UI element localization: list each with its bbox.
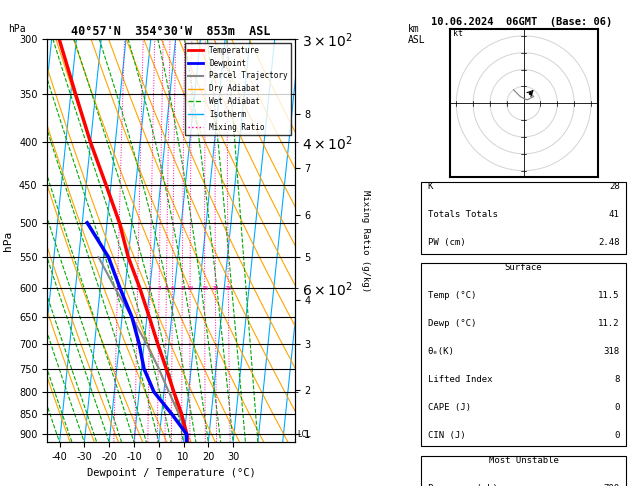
Text: 20: 20 — [211, 286, 219, 291]
Text: 8: 8 — [181, 286, 184, 291]
Text: Pressure (mb): Pressure (mb) — [428, 484, 498, 486]
Text: Temp (°C): Temp (°C) — [428, 291, 476, 300]
Text: 10: 10 — [186, 286, 194, 291]
Text: Most Unstable: Most Unstable — [489, 456, 559, 465]
Text: 15: 15 — [201, 286, 208, 291]
Text: hPa: hPa — [8, 24, 26, 34]
Text: 41: 41 — [609, 210, 620, 219]
Text: CIN (J): CIN (J) — [428, 431, 465, 440]
Text: CAPE (J): CAPE (J) — [428, 403, 470, 412]
Text: 700: 700 — [604, 484, 620, 486]
Text: K: K — [428, 182, 433, 191]
Y-axis label: hPa: hPa — [3, 230, 13, 251]
Text: θₑ(K): θₑ(K) — [428, 347, 454, 356]
Text: 318: 318 — [604, 347, 620, 356]
Text: 5: 5 — [165, 286, 168, 291]
Bar — [421, 263, 626, 446]
Title: 40°57'N  354°30'W  853m  ASL: 40°57'N 354°30'W 853m ASL — [71, 25, 270, 38]
Text: Totals Totals: Totals Totals — [428, 210, 498, 219]
Text: 4: 4 — [157, 286, 161, 291]
Text: 28: 28 — [225, 286, 232, 291]
Bar — [421, 182, 626, 254]
Text: 3: 3 — [148, 286, 152, 291]
Text: 11.2: 11.2 — [598, 319, 620, 328]
Text: 2: 2 — [136, 286, 140, 291]
Text: 28: 28 — [609, 182, 620, 191]
Y-axis label: Mixing Ratio (g/kg): Mixing Ratio (g/kg) — [360, 190, 370, 292]
Text: 1: 1 — [116, 286, 120, 291]
Text: LCL: LCL — [297, 430, 311, 439]
Legend: Temperature, Dewpoint, Parcel Trajectory, Dry Adiabat, Wet Adiabat, Isotherm, Mi: Temperature, Dewpoint, Parcel Trajectory… — [185, 43, 291, 135]
Text: 6: 6 — [170, 286, 174, 291]
Text: kt: kt — [453, 29, 463, 38]
Text: Dewp (°C): Dewp (°C) — [428, 319, 476, 328]
Text: Surface: Surface — [505, 263, 542, 272]
Text: 2.48: 2.48 — [598, 238, 620, 247]
Text: 0: 0 — [615, 431, 620, 440]
Text: 11.5: 11.5 — [598, 291, 620, 300]
Text: PW (cm): PW (cm) — [428, 238, 465, 247]
Text: 10.06.2024  06GMT  (Base: 06): 10.06.2024 06GMT (Base: 06) — [431, 17, 613, 27]
Text: ASL: ASL — [408, 35, 425, 45]
Text: 0: 0 — [615, 403, 620, 412]
Bar — [421, 456, 626, 486]
X-axis label: Dewpoint / Temperature (°C): Dewpoint / Temperature (°C) — [87, 468, 255, 478]
Text: km: km — [408, 24, 420, 34]
Text: 8: 8 — [615, 375, 620, 384]
Text: Lifted Index: Lifted Index — [428, 375, 492, 384]
